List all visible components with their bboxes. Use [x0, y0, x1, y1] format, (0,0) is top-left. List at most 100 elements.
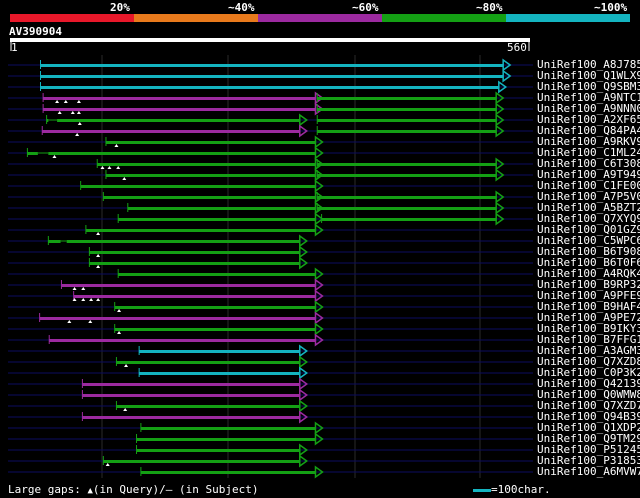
alignment-segment — [118, 218, 316, 221]
hit-label[interactable]: UniRef100_A9T949 — [537, 168, 640, 181]
hit-label[interactable]: UniRef100_Q0WMW8 — [537, 388, 640, 401]
alignment-segment — [317, 207, 497, 210]
query-gap-marker — [105, 463, 110, 466]
hit-label[interactable]: UniRef100_A9NNN0 — [537, 102, 640, 115]
alignment-segment — [39, 317, 316, 320]
hit-label[interactable]: UniRef100_A5BZT2 — [537, 201, 640, 214]
segment-end-arrow — [299, 234, 309, 248]
segment-end-arrow — [495, 190, 505, 204]
hit-label[interactable]: UniRef100_Q84PA4 — [537, 124, 640, 137]
hit-label[interactable]: UniRef100_Q1XDP2 — [537, 421, 640, 434]
hit-label[interactable]: UniRef100_P31853 — [537, 454, 640, 467]
query-gap-marker — [89, 298, 94, 301]
hit-label[interactable]: UniRef100_B9IKY3 — [537, 322, 640, 335]
hit-label[interactable]: UniRef100_A7P5V0 — [537, 190, 640, 203]
alignment-segment — [73, 295, 316, 298]
hit-label[interactable]: UniRef100_C1ML24 — [537, 146, 640, 159]
alignment-segment — [89, 251, 300, 254]
segment-end-arrow — [314, 201, 324, 215]
segment-end-arrow — [314, 190, 324, 204]
segment-end-arrow — [299, 355, 309, 369]
alignment-segment — [43, 108, 316, 111]
segment-end-arrow — [314, 179, 324, 193]
hit-label[interactable]: UniRef100_Q42139 — [537, 377, 640, 390]
hit-label[interactable]: UniRef100_Q9SBM3 — [537, 80, 640, 93]
query-gap-marker — [114, 144, 119, 147]
alignment-segment — [103, 196, 316, 199]
identity-band-5 — [506, 14, 630, 22]
alignment-segment — [46, 119, 300, 122]
segment-end-arrow — [299, 454, 309, 468]
hit-label[interactable]: UniRef100_A9RKV9 — [537, 135, 640, 148]
segment-end-arrow — [314, 91, 324, 105]
hit-label[interactable]: UniRef100_C6T308 — [537, 157, 640, 170]
hit-label[interactable]: UniRef100_Q7XYQ9 — [537, 212, 640, 225]
hit-label[interactable]: UniRef100_B7FFG1 — [537, 333, 640, 346]
scale-bar-text: =100char. — [491, 483, 551, 496]
hit-label[interactable]: UniRef100_Q94B39 — [537, 410, 640, 423]
hit-label[interactable]: UniRef100_Q7XZD7 — [537, 399, 640, 412]
query-gap-marker — [96, 298, 101, 301]
alignment-segment — [61, 284, 316, 287]
query-id: AV390904 — [9, 25, 62, 38]
hit-label[interactable]: UniRef100_A2XF65 — [537, 113, 640, 126]
alignment-segment — [139, 372, 300, 375]
segment-end-arrow — [495, 124, 505, 138]
segment-end-arrow — [495, 201, 505, 215]
hit-label[interactable]: UniRef100_A9PE72 — [537, 311, 640, 324]
segment-end-arrow — [314, 157, 324, 171]
alignment-segment — [48, 240, 300, 243]
hit-label[interactable]: UniRef100_B9HAF4 — [537, 300, 640, 313]
query-gap-marker — [81, 298, 86, 301]
segment-end-arrow — [314, 102, 324, 116]
hit-label[interactable]: UniRef100_C0P3K2 — [537, 366, 640, 379]
alignment-segment — [317, 163, 497, 166]
segment-end-arrow — [314, 300, 324, 314]
segment-end-arrow — [314, 212, 324, 226]
alignment-segment — [40, 75, 504, 78]
segment-end-arrow — [314, 168, 324, 182]
hit-label[interactable]: UniRef100_A8J785 — [537, 58, 640, 71]
segment-end-arrow — [495, 102, 505, 116]
query-gap-marker — [123, 408, 128, 411]
alignment-segment — [317, 130, 497, 133]
hit-label[interactable]: UniRef100_Q01GZ9 — [537, 223, 640, 236]
hit-label[interactable]: UniRef100_P51245 — [537, 443, 640, 456]
hit-label[interactable]: UniRef100_C1FE00 — [537, 179, 640, 192]
hit-label[interactable]: UniRef100_B6T908 — [537, 245, 640, 258]
segment-end-arrow — [299, 245, 309, 259]
alignment-segment — [321, 218, 497, 221]
hit-label[interactable]: UniRef100_A9PFE9 — [537, 289, 640, 302]
identity-band-4 — [382, 14, 506, 22]
query-gap-marker — [122, 177, 127, 180]
hit-label[interactable]: UniRef100_Q7XZD8 — [537, 355, 640, 368]
hit-label[interactable]: UniRef100_Q1WLX9 — [537, 69, 640, 82]
hit-label[interactable]: UniRef100_Q9TM29 — [537, 432, 640, 445]
query-gap-marker — [124, 364, 129, 367]
segment-end-arrow — [299, 113, 309, 127]
query-gap-marker — [100, 166, 105, 169]
identity-band-1 — [10, 14, 134, 22]
hit-label[interactable]: UniRef100_C5WPC6 — [537, 234, 640, 247]
query-gap-marker — [76, 111, 81, 114]
alignment-segment — [317, 174, 497, 177]
segment-end-arrow — [314, 465, 324, 479]
hit-label[interactable]: UniRef100_B6T0F6 — [537, 256, 640, 269]
hit-label[interactable]: UniRef100_A9NTC1 — [537, 91, 640, 104]
hit-label[interactable]: UniRef100_B9RP32 — [537, 278, 640, 291]
segment-end-arrow — [502, 69, 512, 83]
identity-label-1: 20% — [110, 1, 130, 14]
identity-label-2: ~40% — [228, 1, 255, 14]
query-gap-marker — [116, 166, 121, 169]
alignment-segment — [317, 108, 497, 111]
hit-label[interactable]: UniRef100_A3AGM3 — [537, 344, 640, 357]
segment-end-arrow — [495, 168, 505, 182]
query-gap-marker — [77, 122, 82, 125]
hit-label[interactable]: UniRef100_A6MVW7 — [537, 465, 640, 478]
alignment-segment — [103, 460, 300, 463]
alignment-segment — [116, 405, 300, 408]
query-gap-marker — [96, 254, 101, 257]
hit-label[interactable]: UniRef100_A4RQK4 — [537, 267, 640, 280]
segment-end-arrow — [495, 212, 505, 226]
